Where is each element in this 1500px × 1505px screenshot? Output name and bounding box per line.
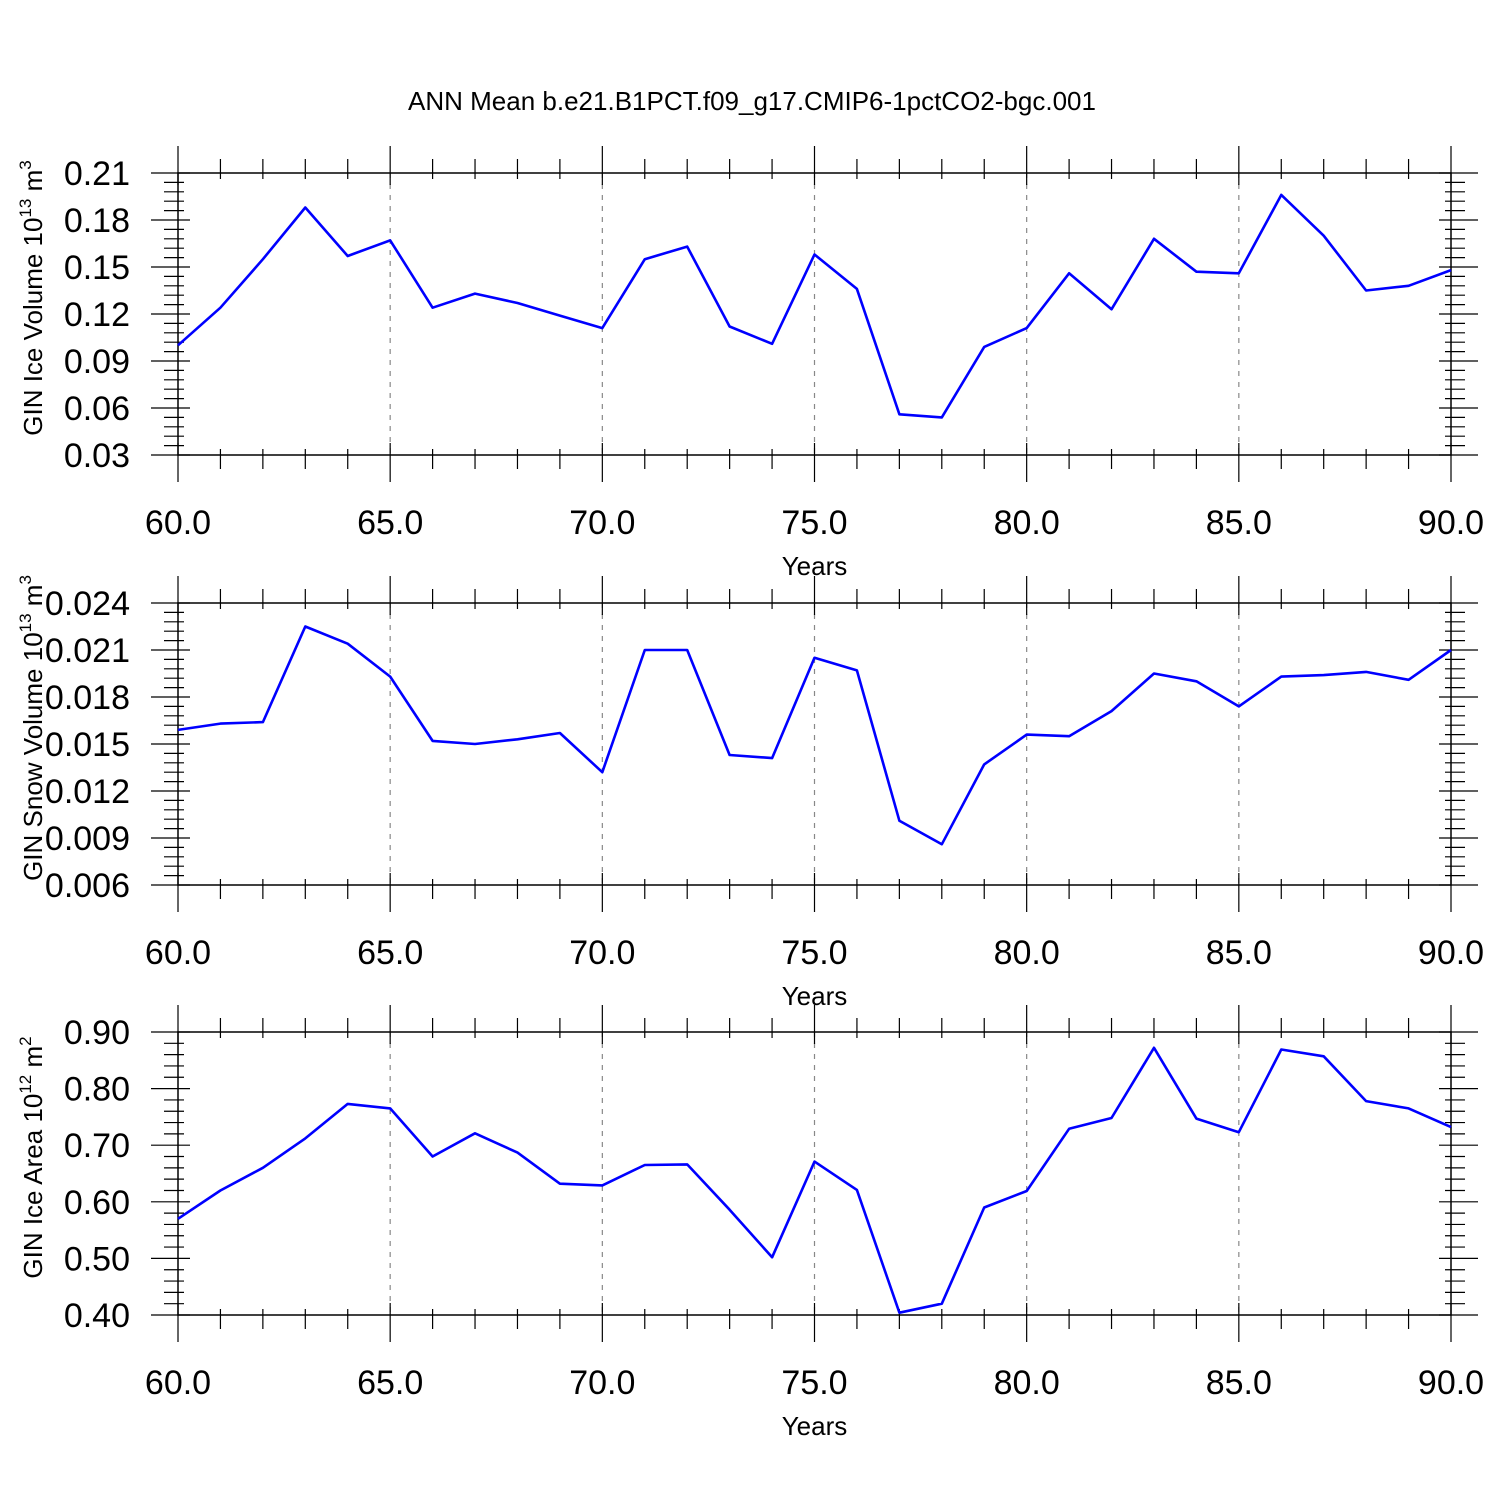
y-tick-label: 0.40 bbox=[64, 1297, 130, 1335]
y-axis-title-text: GIN Ice Volume 10 bbox=[18, 218, 48, 436]
y-axis-title-exponent: 13 bbox=[16, 613, 35, 632]
x-tick-label: 80.0 bbox=[994, 934, 1060, 972]
y-axis-title: GIN Ice Volume 1013 m3 bbox=[16, 160, 48, 436]
y-tick-label: 0.018 bbox=[45, 679, 130, 717]
y-axis-title: GIN Snow Volume 1013 m3 bbox=[16, 575, 48, 881]
y-tick-label: 0.15 bbox=[64, 249, 130, 287]
x-tick-label: 80.0 bbox=[994, 1364, 1060, 1402]
chart-title: ANN Mean b.e21.B1PCT.f09_g17.CMIP6-1pctC… bbox=[408, 86, 1096, 116]
panel-2: 60.0 65.0 70.0 75.0 80.0 85.0 90.0 0.006 0.009 0.… bbox=[16, 575, 1484, 1011]
y-tick-label: 0.80 bbox=[64, 1071, 130, 1109]
y-tick-label: 0.012 bbox=[45, 773, 130, 811]
x-tick-label: 75.0 bbox=[781, 504, 847, 542]
x-tick-label: 60.0 bbox=[145, 934, 211, 972]
y-axis-title: GIN Ice Area 1012 m2 bbox=[16, 1036, 48, 1278]
x-tick-label: 65.0 bbox=[357, 1364, 423, 1402]
y-tick-label: 0.70 bbox=[64, 1127, 130, 1165]
y-tick-label: 0.06 bbox=[64, 390, 130, 428]
panel-3: 60.0 65.0 70.0 75.0 80.0 85.0 90.0 0.40 0.50 0.60… bbox=[16, 1005, 1484, 1441]
x-tick-label: 75.0 bbox=[781, 934, 847, 972]
x-tick-label: 65.0 bbox=[357, 934, 423, 972]
x-tick-label: 70.0 bbox=[569, 934, 635, 972]
x-tick-label: 70.0 bbox=[569, 504, 635, 542]
series-line bbox=[177, 1046, 1452, 1314]
x-tick-label: 85.0 bbox=[1206, 1364, 1272, 1402]
x-tick-label: 90.0 bbox=[1418, 504, 1484, 542]
y-axis-title-unit-exponent: 2 bbox=[16, 1036, 35, 1045]
x-tick-label: 75.0 bbox=[781, 1364, 847, 1402]
y-axis-title-exponent: 12 bbox=[16, 1075, 35, 1094]
y-tick-label: 0.015 bbox=[45, 726, 130, 764]
y-tick-label: 0.021 bbox=[45, 632, 130, 670]
x-tick-label: 85.0 bbox=[1206, 934, 1272, 972]
y-tick-label: 0.90 bbox=[64, 1014, 130, 1052]
series-line bbox=[177, 625, 1452, 846]
x-tick-label: 60.0 bbox=[145, 1364, 211, 1402]
y-axis-title-text: GIN Ice Area 10 bbox=[18, 1094, 48, 1279]
x-tick-label: 65.0 bbox=[357, 504, 423, 542]
y-tick-label: 0.009 bbox=[45, 820, 130, 858]
y-tick-label: 0.024 bbox=[45, 585, 130, 623]
y-tick-label: 0.09 bbox=[64, 343, 130, 381]
y-axis-title-unit-exponent: 3 bbox=[16, 160, 35, 169]
x-axis-title: Years bbox=[782, 1411, 848, 1441]
y-axis-title-unit-exponent: 3 bbox=[16, 575, 35, 584]
y-tick-label: 0.006 bbox=[45, 867, 130, 905]
x-tick-label: 90.0 bbox=[1418, 934, 1484, 972]
series-line bbox=[177, 193, 1452, 419]
y-tick-label: 0.60 bbox=[64, 1184, 130, 1222]
plot-frame bbox=[177, 1031, 1452, 1316]
plot-frame bbox=[177, 172, 1452, 456]
panel-1: 60.0 65.0 70.0 75.0 80.0 85.0 90.0 0.03 0.06 0.09… bbox=[16, 146, 1484, 581]
x-tick-label: 80.0 bbox=[994, 504, 1060, 542]
x-tick-label: 85.0 bbox=[1206, 504, 1272, 542]
y-axis-title-unit: m bbox=[18, 1046, 48, 1075]
y-axis-title-text: GIN Snow Volume 10 bbox=[18, 632, 48, 881]
y-tick-label: 0.18 bbox=[64, 202, 130, 240]
y-tick-label: 0.21 bbox=[64, 155, 130, 193]
y-tick-label: 0.12 bbox=[64, 296, 130, 334]
y-axis-title-unit: m bbox=[18, 170, 48, 199]
x-tick-label: 70.0 bbox=[569, 1364, 635, 1402]
plot-frame bbox=[177, 602, 1452, 886]
y-tick-label: 0.03 bbox=[64, 437, 130, 475]
y-axis-title-unit: m bbox=[18, 585, 48, 614]
x-tick-label: 60.0 bbox=[145, 504, 211, 542]
x-tick-label: 90.0 bbox=[1418, 1364, 1484, 1402]
y-axis-title-exponent: 13 bbox=[16, 199, 35, 218]
y-tick-label: 0.50 bbox=[64, 1240, 130, 1278]
